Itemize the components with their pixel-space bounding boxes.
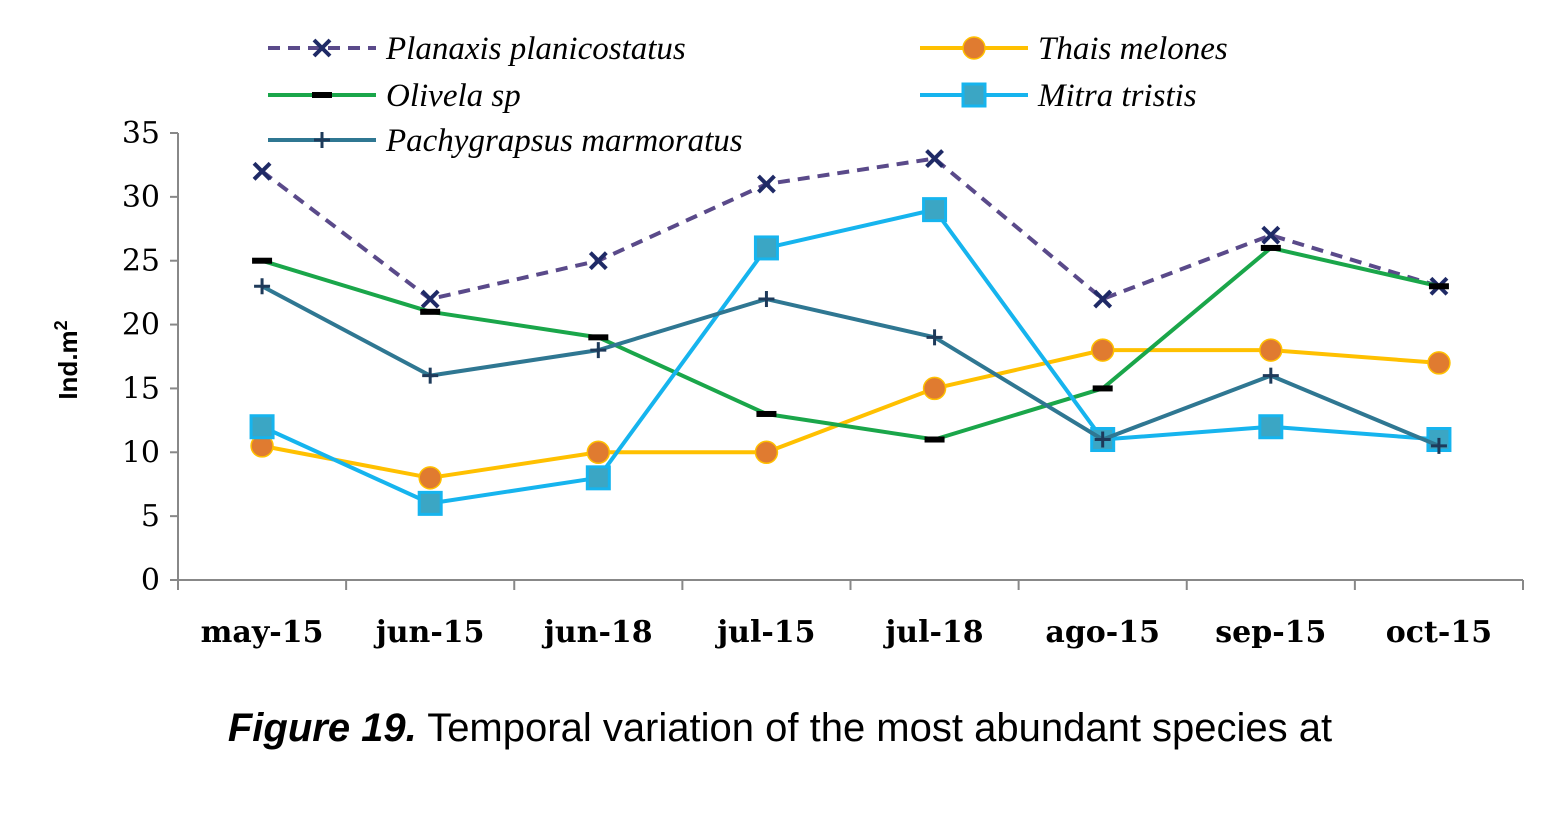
- data-point: [252, 161, 272, 181]
- x-tick-label: jul-18: [882, 615, 983, 650]
- series-line: [261, 207, 1440, 506]
- series-olivela-sp: [252, 244, 1449, 443]
- data-point: [1090, 338, 1115, 362]
- data-point: [417, 490, 443, 516]
- series-line: [261, 284, 1440, 448]
- data-point: [925, 149, 944, 168]
- data-point: [753, 235, 779, 261]
- y-tick-label: 25: [122, 244, 160, 279]
- y-tick-label: 0: [141, 563, 160, 598]
- x-tick-label: ago-15: [1045, 615, 1160, 650]
- y-axis-label: Ind.m2: [51, 320, 83, 399]
- legend-label: Pachygrapsus marmoratus: [385, 123, 743, 159]
- legend-marker: [962, 36, 986, 60]
- data-point: [757, 174, 776, 194]
- data-point: [922, 197, 948, 223]
- series-thais-melones: [250, 338, 1451, 490]
- figure-label: Figure 19.: [227, 706, 417, 750]
- legend-item: Thais melones: [920, 31, 1228, 67]
- y-tick-label: 20: [122, 308, 160, 343]
- series-line: [261, 348, 1440, 480]
- chart-axes: 0 5 10 15 20 25 30 35 may-15 jun-15 jun-18 jul-15 ju…: [122, 116, 1524, 650]
- legend-marker: [312, 92, 332, 98]
- marker-stroke: [1261, 225, 1281, 245]
- legend-label: Planaxis planicostatus: [385, 31, 686, 67]
- x-tick-label: jun-18: [541, 615, 653, 650]
- line-chart: 0 5 10 15 20 25 30 35 may-15 jun-15 jun-18 jul-15 ju…: [51, 31, 1524, 650]
- data-point: [1092, 385, 1113, 392]
- legend-marker: [961, 82, 987, 108]
- data-point: [418, 466, 442, 490]
- data-point: [1093, 289, 1113, 309]
- caption-text: Temporal variation of the most abundant …: [416, 706, 1333, 750]
- x-tick-label: sep-15: [1215, 615, 1326, 650]
- marker-stroke: [420, 289, 440, 309]
- series-planaxis-planicostatus: [252, 149, 1449, 309]
- data-point: [1094, 431, 1111, 448]
- data-point: [586, 440, 611, 465]
- marker-stroke: [588, 251, 608, 271]
- data-point: [588, 251, 608, 271]
- data-point: [926, 329, 943, 346]
- data-point: [422, 367, 439, 384]
- marker-stroke: [1093, 289, 1113, 309]
- marker-stroke: [925, 149, 944, 168]
- x-tick-label: may-15: [201, 615, 324, 650]
- data-point: [254, 278, 271, 295]
- data-point: [758, 291, 775, 308]
- data-point: [1258, 414, 1284, 440]
- legend-label: Thais melones: [1038, 31, 1228, 67]
- marker-stroke: [252, 161, 272, 181]
- data-point: [420, 308, 441, 315]
- legend-item: Pachygrapsus marmoratus: [268, 123, 743, 159]
- figure-caption: Figure 19. Temporal variation of the mos…: [0, 706, 1560, 751]
- data-point: [1262, 367, 1279, 384]
- series-line: [261, 245, 1440, 442]
- data-point: [756, 410, 777, 417]
- data-point: [1428, 283, 1449, 290]
- legend-marker: [314, 132, 330, 148]
- legend-item: Planaxis planicostatus: [268, 31, 686, 67]
- x-tick-label: oct-15: [1386, 615, 1492, 650]
- chart-legend: Planaxis planicostatus Thais melones Olive…: [268, 31, 1228, 159]
- x-tick-label: jul-15: [714, 615, 815, 650]
- data-point: [1261, 225, 1281, 245]
- legend-label: Olivela sp: [386, 78, 521, 114]
- data-point: [420, 289, 440, 309]
- data-point: [1430, 437, 1447, 454]
- y-tick-label: 10: [122, 435, 160, 470]
- series-line: [260, 156, 1440, 302]
- data-point: [754, 440, 779, 465]
- data-point: [585, 465, 611, 491]
- legend-item: Mitra tristis: [920, 78, 1197, 114]
- x-tick-label: jun-15: [373, 615, 485, 650]
- marker-stroke: [757, 174, 776, 194]
- legend-label: Mitra tristis: [1037, 78, 1197, 114]
- y-tick-label: 35: [122, 116, 160, 151]
- y-tick-label: 30: [122, 180, 160, 215]
- data-point: [588, 334, 609, 341]
- data-point: [1427, 351, 1451, 375]
- data-point: [249, 414, 275, 440]
- marker-stroke: [312, 38, 332, 58]
- y-tick-label: 15: [122, 371, 160, 406]
- data-point: [922, 376, 947, 401]
- data-point: [1259, 338, 1283, 362]
- data-point: [590, 342, 607, 359]
- legend-item: Olivela sp: [268, 78, 521, 114]
- data-point: [1260, 244, 1281, 251]
- series-pachygrapsus-marmoratus: [254, 278, 1447, 454]
- data-point: [924, 436, 945, 443]
- y-tick-label: 5: [141, 499, 160, 534]
- chart-series: [249, 149, 1452, 516]
- data-point: [252, 257, 273, 264]
- legend-marker: [312, 38, 332, 58]
